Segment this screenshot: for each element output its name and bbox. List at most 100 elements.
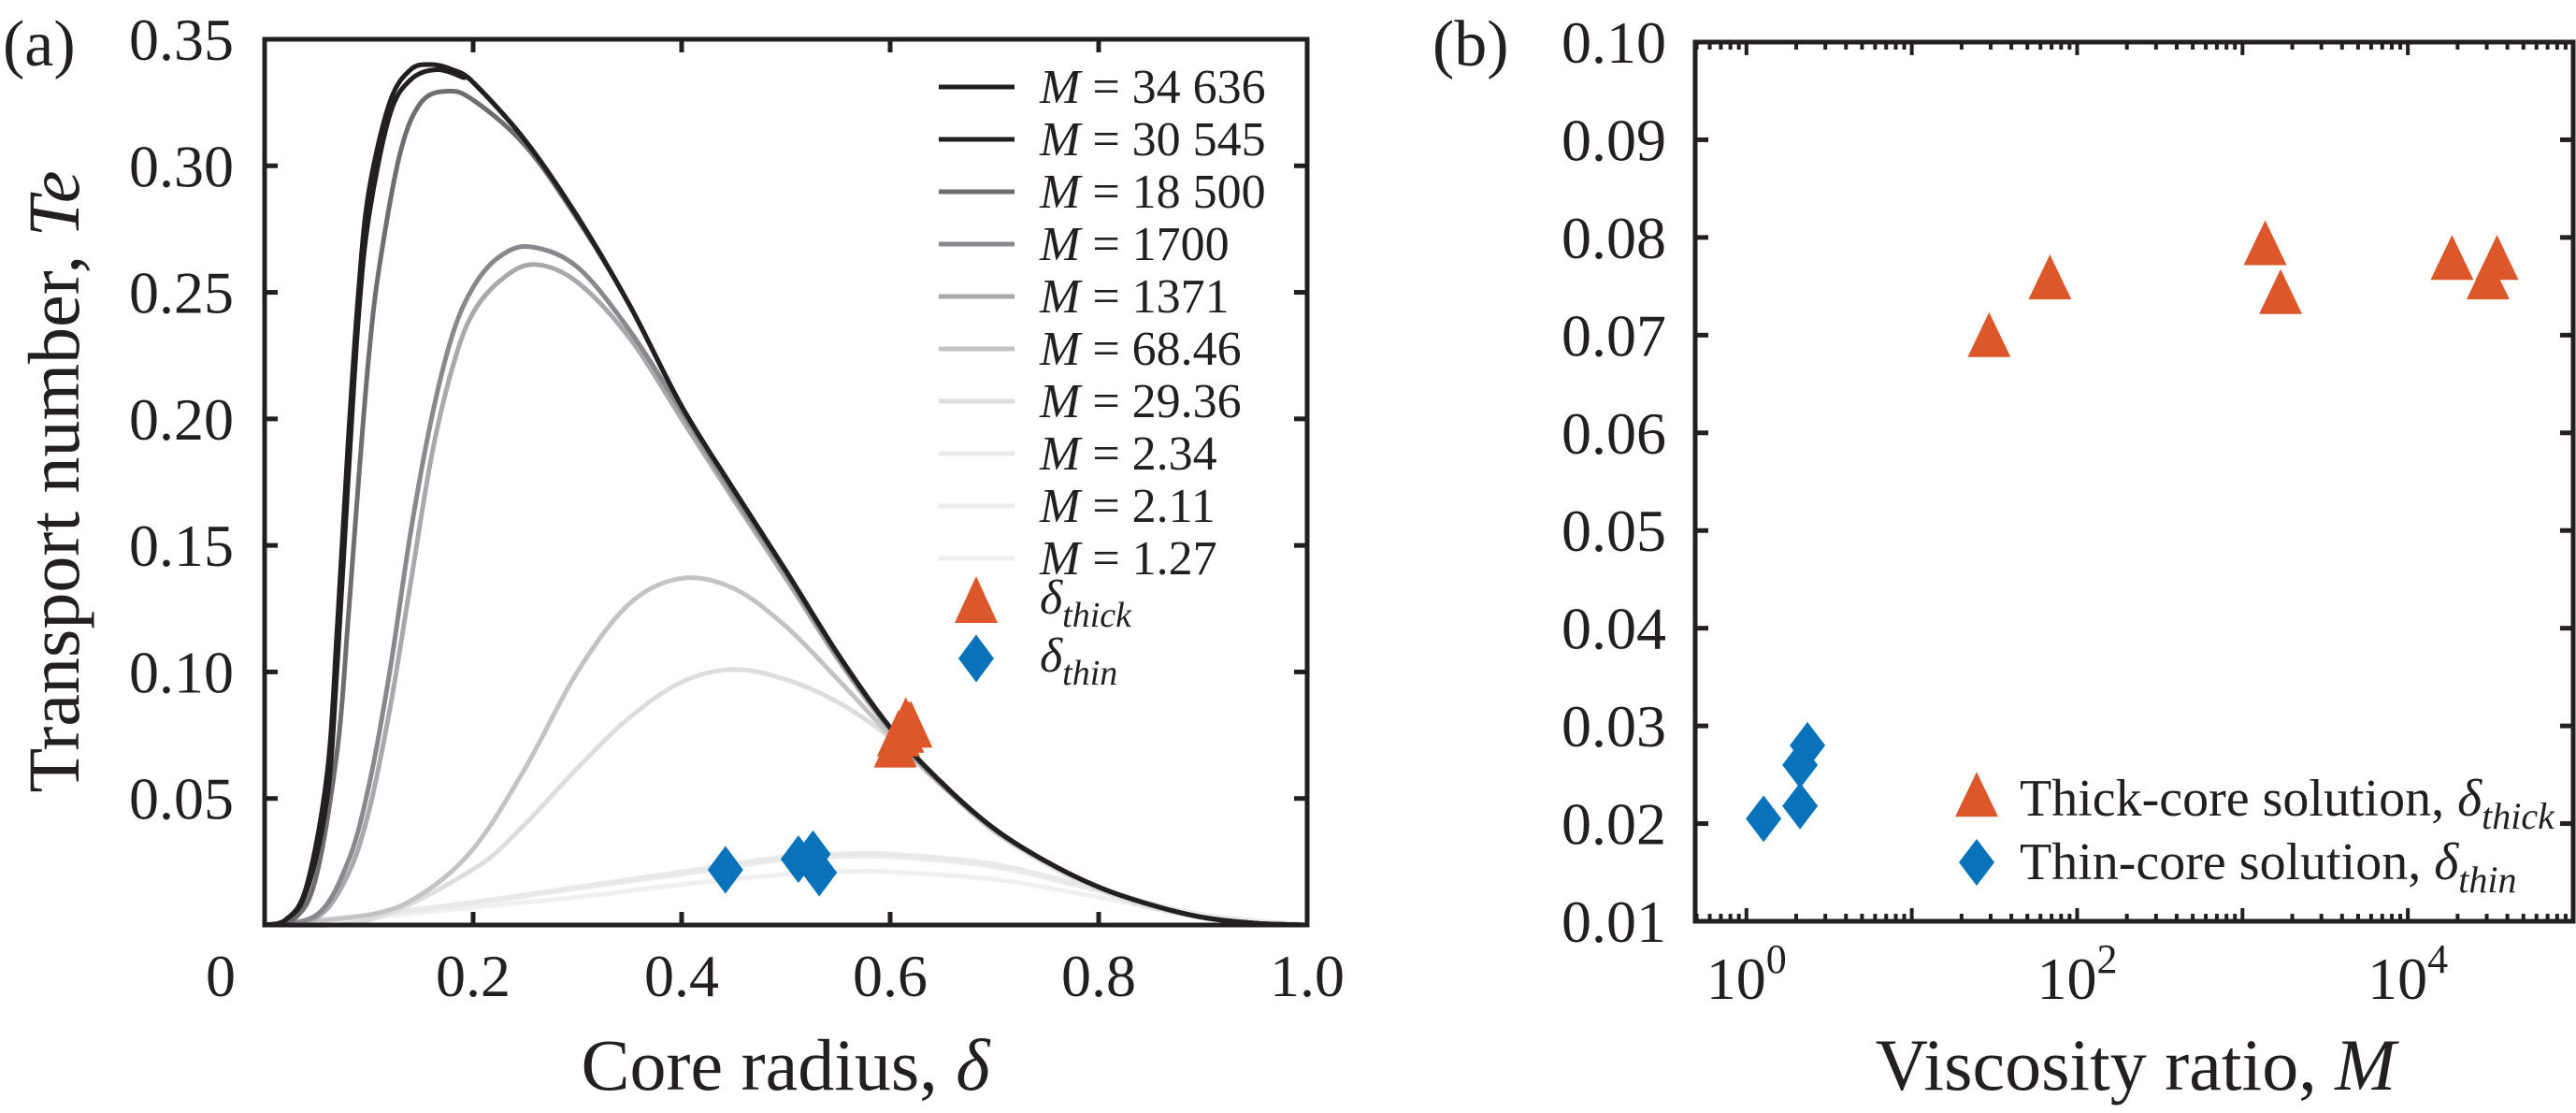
legend-var: M xyxy=(1039,375,1083,428)
legend-item: Thick-core solution, δthick xyxy=(1955,770,2555,837)
legend-name: Thick-core solution, xyxy=(2020,770,2457,828)
triangle-icon xyxy=(955,576,998,623)
legend-subscript: thick xyxy=(2482,795,2555,837)
x-tick-label: 104 xyxy=(2367,936,2448,1012)
legend-value: = 30 545 xyxy=(1080,113,1265,166)
y-tick-label: 0.09 xyxy=(1561,107,1666,173)
legend-var: M xyxy=(1039,270,1083,324)
thin-point-3 xyxy=(1790,722,1826,769)
thin-point-1 xyxy=(1782,782,1819,830)
series-line-0 xyxy=(264,62,1308,928)
y-tick-label: 0.20 xyxy=(129,386,234,453)
y-tick-label: 0.35 xyxy=(129,7,234,73)
legend-var: M xyxy=(1039,113,1083,166)
thick-point-2 xyxy=(2243,220,2287,266)
markers xyxy=(707,697,933,897)
legend-label: M = 68.46 xyxy=(1039,323,1242,376)
legend-symbol: δ xyxy=(1040,571,1063,625)
legend-label: Thick-core solution, δthick xyxy=(2020,770,2555,837)
x-tick-label: 0.4 xyxy=(644,943,719,1009)
thick-point-3 xyxy=(2259,268,2303,314)
curves xyxy=(264,62,1308,929)
legend-symbol: δ xyxy=(1040,629,1063,683)
legend-label: M = 30 545 xyxy=(1039,113,1266,166)
tick-labels: 0 0.2 0.4 0.6 0.8 1.0 0.05 0.10 0.15 0.20 0.25 0.30… xyxy=(129,7,1345,1009)
x-axis-title-a: Core radius, δ xyxy=(581,1024,991,1106)
y-tick-label: 0.10 xyxy=(129,639,234,705)
thick-point-1 xyxy=(2028,254,2072,300)
legend-value: = 2.11 xyxy=(1080,480,1215,533)
legend-item: M = 34 636 xyxy=(939,61,1266,114)
x-tick-label: 0.8 xyxy=(1061,943,1136,1009)
y-axis-title-a: Transport number, Te xyxy=(13,171,94,793)
ticks xyxy=(1694,42,2573,921)
legend-var: M xyxy=(1039,166,1083,219)
legend-var: M xyxy=(1039,532,1083,585)
legend-item: M = 29.36 xyxy=(939,375,1242,428)
tick-exponent: 0 xyxy=(1766,936,1787,982)
legend-label: δthick xyxy=(1040,571,1132,635)
tick-base: 10 xyxy=(2367,946,2427,1012)
legend-subscript: thin xyxy=(1062,654,1117,693)
panel-a: (a) 0 0.2 0.4 0.6 0.8 1.0 0.05 0.10 0.15 0.20 0.25… xyxy=(3,7,1345,1106)
legend-subscript: thick xyxy=(1062,596,1132,635)
legend-label: Thin-core solution, δthin xyxy=(2020,833,2517,901)
legend-item: M = 18 500 xyxy=(939,166,1266,219)
y-tick-label: 0.01 xyxy=(1561,889,1666,955)
legend-label: M = 2.11 xyxy=(1039,480,1216,533)
x-tick-label: 102 xyxy=(2036,936,2117,1012)
x-tick-label: 0 xyxy=(206,943,236,1009)
diamond-icon xyxy=(1959,839,1994,886)
legend-var: M xyxy=(1039,61,1083,114)
panel-label-a: (a) xyxy=(3,8,76,80)
legend-item: M = 30 545 xyxy=(939,113,1266,166)
legend-value: = 18 500 xyxy=(1080,166,1265,219)
y-tick-label: 0.06 xyxy=(1561,400,1666,467)
legend-item-thin: δthin xyxy=(958,629,1117,693)
legend-symbol: δ xyxy=(2434,833,2459,891)
legend-value: = 2.34 xyxy=(1080,427,1216,481)
y-tick-label: 0.30 xyxy=(129,133,234,199)
markers xyxy=(1746,220,2519,843)
tick-base: 10 xyxy=(1706,946,1766,1012)
ticks xyxy=(265,39,1307,925)
y-tick-label: 0.04 xyxy=(1561,596,1666,662)
legend-name: Thin-core solution, xyxy=(2020,833,2434,891)
tick-exponent: 2 xyxy=(2096,936,2117,982)
legend-value: = 1.27 xyxy=(1080,532,1216,585)
legend-subscript: thin xyxy=(2458,859,2516,901)
legend-value: = 34 636 xyxy=(1080,61,1265,114)
legend-item: M = 2.34 xyxy=(939,427,1217,481)
legend-value: = 1371 xyxy=(1080,270,1229,324)
x-axis-title-b: Viscosity ratio, M xyxy=(1876,1024,2399,1106)
legend-value: = 29.36 xyxy=(1080,375,1241,428)
panel-b: (b) 100 102 1040.010.020.030.040.050.060.0… xyxy=(1432,8,2576,1106)
x-tick-label: 0.6 xyxy=(853,943,928,1009)
x-tick-label: 0.2 xyxy=(436,943,511,1009)
legend-item: Thin-core solution, δthin xyxy=(1959,833,2517,901)
thick-point-6 xyxy=(2475,235,2519,281)
tick-labels: 100 102 1040.010.020.030.040.050.060.070.0… xyxy=(1561,9,2448,1012)
tick-exponent: 4 xyxy=(2427,936,2448,982)
legend-var: M xyxy=(1039,323,1083,376)
y-tick-label: 0.05 xyxy=(129,766,234,832)
panel-label-b: (b) xyxy=(1432,8,1509,80)
thick-point-4 xyxy=(2430,235,2474,281)
legend-label: M = 29.36 xyxy=(1039,375,1242,428)
diamond-icon xyxy=(958,634,994,683)
legend-var: M xyxy=(1039,427,1083,481)
legend-label: M = 1700 xyxy=(1039,218,1230,271)
legend-value: = 1700 xyxy=(1080,218,1229,271)
y-tick-label: 0.03 xyxy=(1561,693,1666,759)
tick-base: 10 xyxy=(2036,946,2096,1012)
y-tick-label: 0.02 xyxy=(1561,791,1666,858)
y-tick-label: 0.07 xyxy=(1561,302,1666,369)
legend-item: M = 68.46 xyxy=(939,323,1242,376)
legend-var: M xyxy=(1039,480,1083,533)
thick-point-0 xyxy=(1967,311,2011,357)
legend-symbol: δ xyxy=(2457,770,2482,828)
